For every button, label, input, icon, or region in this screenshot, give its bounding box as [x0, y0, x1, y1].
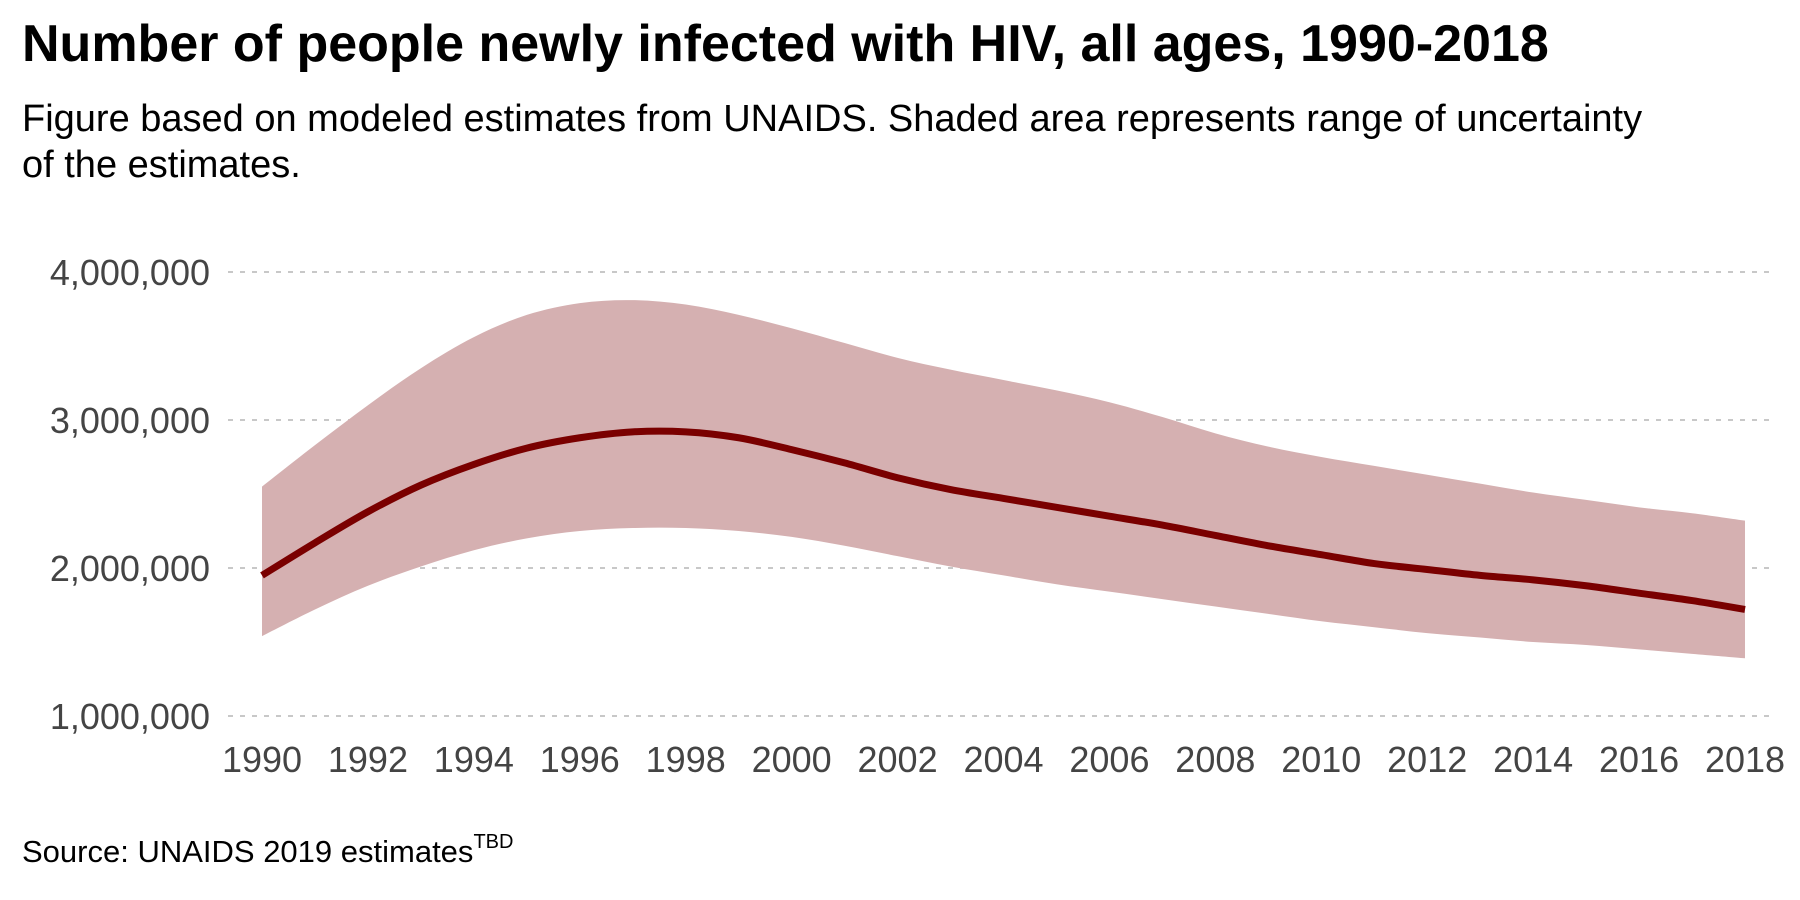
x-tick-label: 2006: [1069, 739, 1149, 780]
line-chart: 1,000,000 2,000,000 3,000,000 4,000,000 199…: [50, 252, 1785, 780]
x-tick-label: 2016: [1599, 739, 1679, 780]
x-tick-label: 1996: [540, 739, 620, 780]
source-superscript: TBD: [473, 831, 514, 853]
y-tick-label: 1,000,000: [50, 696, 210, 737]
chart-subtitle: Figure based on modeled estimates from U…: [22, 98, 1643, 186]
series-line: [260, 427, 1746, 613]
source-text: Source: UNAIDS 2019 estimates: [22, 834, 474, 869]
x-tick-label: 2004: [963, 739, 1043, 780]
x-tick-label: 1992: [328, 739, 408, 780]
uncertainty-band-layer: [262, 300, 1745, 659]
x-tick-label: 2008: [1175, 739, 1255, 780]
y-axis-tick-labels: 1,000,000 2,000,000 3,000,000 4,000,000: [50, 252, 210, 737]
series-line-layer: [260, 427, 1746, 613]
x-tick-label: 2000: [752, 739, 832, 780]
x-tick-label: 2014: [1493, 739, 1573, 780]
y-tick-label: 4,000,000: [50, 252, 210, 293]
y-tick-label: 3,000,000: [50, 400, 210, 441]
uncertainty-band: [262, 300, 1745, 659]
x-tick-label: 1990: [222, 739, 302, 780]
chart-title: Number of people newly infected with HIV…: [22, 15, 1549, 73]
x-tick-label: 2012: [1387, 739, 1467, 780]
x-tick-label: 2018: [1705, 739, 1785, 780]
x-tick-label: 1998: [646, 739, 726, 780]
source-note: Source: UNAIDS 2019 estimatesTBD: [22, 831, 514, 870]
x-tick-label: 2002: [858, 739, 938, 780]
x-axis-tick-labels: 1990 1992 1994 1996 1998 2000 2002 2004 2006 2008…: [222, 739, 1785, 780]
x-tick-label: 1994: [434, 739, 514, 780]
y-tick-label: 2,000,000: [50, 548, 210, 589]
x-tick-label: 2010: [1281, 739, 1361, 780]
